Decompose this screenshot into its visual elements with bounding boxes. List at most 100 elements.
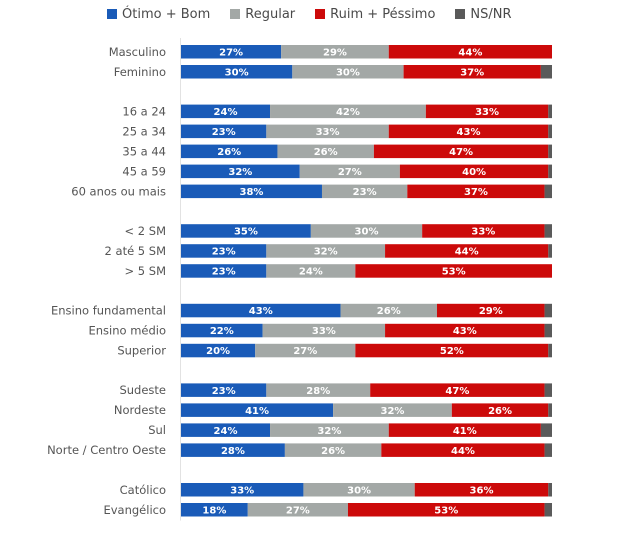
bar-segment-ruim-pessimo xyxy=(355,264,552,278)
legend-item-regular: Regular xyxy=(230,7,295,22)
legend-label-ruim-pessimo: Ruim + Péssimo xyxy=(330,6,436,22)
bar-segment-regular xyxy=(266,124,389,139)
legend-item-ruim-pessimo: Ruim + Péssimo xyxy=(315,7,435,22)
bar-segment-otimo-bom xyxy=(181,65,293,79)
value-label: 28% xyxy=(306,386,330,397)
bar-segment-ns-nr xyxy=(548,124,552,139)
value-label: 33% xyxy=(471,227,495,238)
bar-row-25-a-34: 25 a 34 23% 33% 43% xyxy=(122,124,552,138)
bar-segment-otimo-bom xyxy=(181,164,300,179)
bar-row-masculino: Masculino 27% 29% 44% xyxy=(109,45,552,59)
bar-row-35-a-44: 35 a 44 26% 26% 47% xyxy=(122,144,552,158)
bar-segment-ns-nr xyxy=(544,383,552,397)
bar-segment-ns-nr xyxy=(540,65,552,79)
bar-row-evangelico: Evangélico 18% 27% 53% xyxy=(103,503,552,517)
bar-segment-regular xyxy=(340,303,437,318)
category-label: Evangélico xyxy=(103,503,166,517)
category-label: 45 a 59 xyxy=(122,164,166,178)
category-label: Nordeste xyxy=(114,403,166,417)
value-label: 43% xyxy=(249,306,273,317)
bar-segment-regular xyxy=(303,483,415,497)
value-label: 26% xyxy=(217,147,241,158)
value-label: 26% xyxy=(488,406,512,417)
category-label: Católico xyxy=(120,483,166,497)
bar-row-ensino-medio: Ensino médio 22% 33% 43% xyxy=(88,324,552,338)
bar-segment-ruim-pessimo xyxy=(347,503,545,517)
bar-row-ensino-fundamental: Ensino fundamental 43% 26% 29% xyxy=(51,304,552,318)
bar-segment-ruim-pessimo xyxy=(381,443,545,457)
bar-segment-ruim-pessimo xyxy=(425,104,549,119)
value-label: 52% xyxy=(440,346,464,357)
bar-segment-ruim-pessimo xyxy=(399,164,549,179)
value-label: 27% xyxy=(338,167,362,178)
category-label: Superior xyxy=(117,344,166,358)
value-label: 23% xyxy=(212,127,236,138)
category-label: Ensino fundamental xyxy=(51,304,166,318)
bar-row-2-ate-5-sm: 2 até 5 SM 23% 32% 44% xyxy=(105,244,552,258)
bar-segment-regular xyxy=(333,403,452,417)
category-label: 2 até 5 SM xyxy=(105,244,166,258)
bar-segment-regular xyxy=(255,343,356,358)
bar-segment-regular xyxy=(292,65,404,79)
bar-segment-ns-nr xyxy=(544,323,552,338)
value-label: 29% xyxy=(323,47,347,58)
bar-segment-otimo-bom xyxy=(181,264,267,278)
bar-segment-otimo-bom xyxy=(181,403,334,417)
bar-segment-ns-nr xyxy=(548,244,552,258)
bar-segment-regular xyxy=(321,184,408,199)
bar-segment-ruim-pessimo xyxy=(385,244,549,258)
bar-segment-regular xyxy=(310,224,423,238)
bar-row-sudeste: Sudeste 23% 28% 47% xyxy=(119,383,552,397)
bar-segment-ruim-pessimo xyxy=(422,224,545,238)
value-label: 41% xyxy=(453,426,477,437)
legend-item-otimo-bom: Ótimo + Bom xyxy=(107,7,210,22)
bar-row-nordeste: Nordeste 41% 32% 26% xyxy=(114,403,552,417)
value-label: 33% xyxy=(475,107,499,118)
value-label: 33% xyxy=(312,326,336,337)
bar-segment-regular xyxy=(281,45,389,59)
bar-segment-ns-nr xyxy=(544,224,552,238)
value-label: 26% xyxy=(321,446,345,457)
value-label: 30% xyxy=(355,227,379,238)
value-label: 27% xyxy=(293,346,317,357)
value-label: 44% xyxy=(455,247,479,258)
bar-row-catolico: Católico 33% 30% 36% xyxy=(120,483,552,497)
bar-segment-ns-nr xyxy=(544,503,552,517)
value-label: 24% xyxy=(299,267,323,278)
bar-segment-ns-nr xyxy=(540,423,552,437)
bar-row-sul: Sul 24% 32% 41% xyxy=(148,423,552,437)
bar-row-60-anos-ou-mais: 60 anos ou mais 38% 23% 37% xyxy=(71,184,552,198)
bar-segment-otimo-bom xyxy=(181,224,311,238)
bar-segment-otimo-bom xyxy=(181,184,322,199)
bar-segment-otimo-bom xyxy=(181,483,304,497)
bar-segment-otimo-bom xyxy=(181,303,341,318)
bar-segment-ruim-pessimo xyxy=(403,65,541,79)
value-label: 38% xyxy=(240,187,264,198)
legend-item-nsnr: NS/NR xyxy=(455,7,512,22)
bar-segment-ruim-pessimo xyxy=(370,383,545,397)
category-label: < 2 SM xyxy=(125,224,167,238)
value-label: 30% xyxy=(347,485,371,496)
category-label: Norte / Centro Oeste xyxy=(47,443,166,457)
value-label: 32% xyxy=(314,247,338,258)
bar-segment-ruim-pessimo xyxy=(355,343,549,358)
value-label: 40% xyxy=(462,167,486,178)
bar-segment-ruim-pessimo xyxy=(388,124,549,139)
bar-segment-ns-nr xyxy=(548,104,552,119)
bar-segment-otimo-bom xyxy=(181,45,282,59)
bar-segment-ns-nr xyxy=(548,403,552,417)
bar-row-2-sm: < 2 SM 35% 30% 33% xyxy=(125,224,552,238)
bar-segment-ruim-pessimo xyxy=(388,423,541,437)
bar-segment-ns-nr xyxy=(548,164,552,179)
legend-label-otimo-bom: Ótimo + Bom xyxy=(122,6,211,22)
bar-segment-ruim-pessimo xyxy=(385,323,545,338)
value-label: 41% xyxy=(245,406,269,417)
value-label: 43% xyxy=(457,127,481,138)
category-label: 60 anos ou mais xyxy=(71,184,166,198)
value-label: 35% xyxy=(234,227,258,238)
value-label: 33% xyxy=(230,485,254,496)
value-label: 23% xyxy=(353,187,377,198)
bar-segment-regular xyxy=(299,164,400,179)
value-label: 30% xyxy=(225,67,249,78)
